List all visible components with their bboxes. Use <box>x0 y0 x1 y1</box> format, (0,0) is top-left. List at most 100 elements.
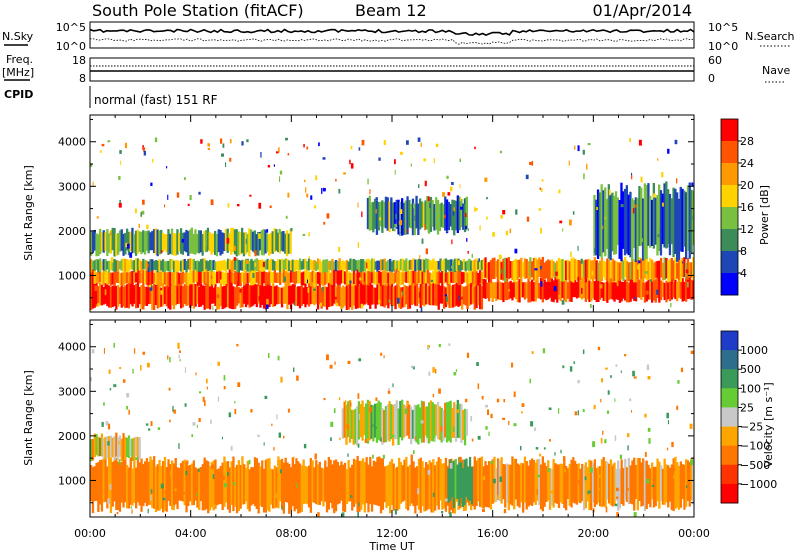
y-tick-label: 2000 <box>58 430 86 443</box>
heatmap-cell <box>477 273 480 286</box>
heatmap-cell <box>566 259 570 280</box>
heatmap-cell <box>304 179 306 183</box>
heatmap-cell <box>365 271 368 285</box>
heatmap-cell <box>624 354 627 357</box>
heatmap-cell <box>563 279 566 301</box>
heatmap-cell <box>120 438 123 461</box>
heatmap-cell <box>376 457 379 506</box>
heatmap-cell <box>287 408 290 413</box>
heatmap-cell <box>343 261 347 270</box>
heatmap-cell <box>298 258 302 270</box>
heatmap-cell <box>113 269 116 287</box>
heatmap-cell <box>130 457 133 462</box>
heatmap-cell <box>113 258 116 272</box>
heatmap-cell <box>574 460 577 504</box>
x-tick-label: 16:00 <box>477 527 509 540</box>
heatmap-cell <box>475 460 478 506</box>
heatmap-cell <box>617 280 620 300</box>
heatmap-cell <box>252 467 255 504</box>
heatmap-cell <box>372 271 375 284</box>
heatmap-cell <box>91 439 95 461</box>
heatmap-cell <box>674 188 677 254</box>
heatmap-cell <box>565 260 568 281</box>
heatmap-cell <box>516 463 519 507</box>
heatmap-cell <box>538 458 541 506</box>
cpid-text: normal (fast) 151 RF <box>94 93 218 107</box>
nsearch-label: N.Search <box>745 30 795 43</box>
heatmap-cell <box>572 457 575 503</box>
heatmap-cell <box>317 512 320 517</box>
heatmap-cell <box>645 290 649 295</box>
heatmap-cell <box>460 206 463 210</box>
heatmap-cell <box>107 423 111 430</box>
heatmap-cell <box>300 261 303 270</box>
heatmap-cell <box>285 137 288 141</box>
heatmap-cell <box>631 198 634 262</box>
heatmap-cell <box>467 251 469 254</box>
heatmap-cell <box>216 286 219 310</box>
heatmap-cell <box>596 189 600 259</box>
heatmap-cell <box>107 140 111 143</box>
colorbar-segment <box>721 426 738 447</box>
heatmap-cell <box>438 344 441 348</box>
heatmap-cell <box>602 430 604 435</box>
heatmap-cell <box>502 258 505 281</box>
heatmap-cell <box>399 258 403 271</box>
heatmap-cell <box>361 458 365 505</box>
heatmap-cell <box>568 278 571 302</box>
heatmap-cell <box>91 269 95 286</box>
heatmap-cell <box>609 261 613 278</box>
heatmap-cell <box>477 383 480 390</box>
heatmap-cell <box>545 260 548 279</box>
heatmap-cell <box>136 436 139 457</box>
heatmap-cell <box>326 354 329 361</box>
heatmap-cell <box>608 463 611 504</box>
heatmap-cell <box>210 233 213 255</box>
nsky-panel-frame <box>89 21 695 49</box>
heatmap-cell <box>427 227 430 233</box>
heatmap-cell <box>390 404 393 440</box>
heatmap-cell <box>315 281 318 304</box>
heatmap-cell <box>496 458 500 500</box>
heatmap-cell <box>414 215 416 221</box>
heatmap-cell <box>90 163 93 167</box>
heatmap-cell <box>131 260 134 270</box>
heatmap-cell <box>466 260 469 271</box>
heatmap-cell <box>172 505 175 511</box>
heatmap-cell <box>308 255 310 259</box>
heatmap-cell <box>627 262 630 281</box>
heatmap-cell <box>163 286 167 304</box>
heatmap-cell <box>681 258 684 278</box>
heatmap-cell <box>667 420 669 425</box>
heatmap-cell <box>434 270 437 284</box>
heatmap-cell <box>443 259 446 273</box>
heatmap-cell <box>352 270 356 285</box>
heatmap-cell <box>672 281 675 298</box>
heatmap-cell <box>293 283 296 305</box>
heatmap-cell <box>418 292 420 298</box>
heatmap-cell <box>253 269 257 285</box>
heatmap-cell <box>676 281 679 302</box>
heatmap-cell <box>254 250 257 257</box>
heatmap-cell <box>117 233 120 255</box>
heatmap-cell <box>143 231 147 255</box>
heatmap-cell <box>223 375 226 381</box>
heatmap-cell <box>271 285 275 308</box>
heatmap-cell <box>140 212 142 217</box>
heatmap-cell <box>372 287 375 305</box>
heatmap-cell <box>106 261 109 270</box>
heatmap-cell <box>313 467 316 503</box>
heatmap-cell <box>377 202 380 231</box>
colorbar-tick-label: −25 <box>740 421 763 434</box>
heatmap-cell <box>131 468 134 506</box>
heatmap-cell <box>627 194 630 256</box>
heatmap-cell <box>185 282 188 306</box>
heatmap-cell <box>631 172 633 176</box>
heatmap-cell <box>108 260 111 273</box>
heatmap-cell <box>632 370 635 377</box>
heatmap-cell <box>526 216 530 222</box>
heatmap-cell <box>96 216 99 219</box>
heatmap-cell <box>638 458 641 501</box>
heatmap-cell <box>629 465 632 504</box>
heatmap-cell <box>252 260 255 271</box>
